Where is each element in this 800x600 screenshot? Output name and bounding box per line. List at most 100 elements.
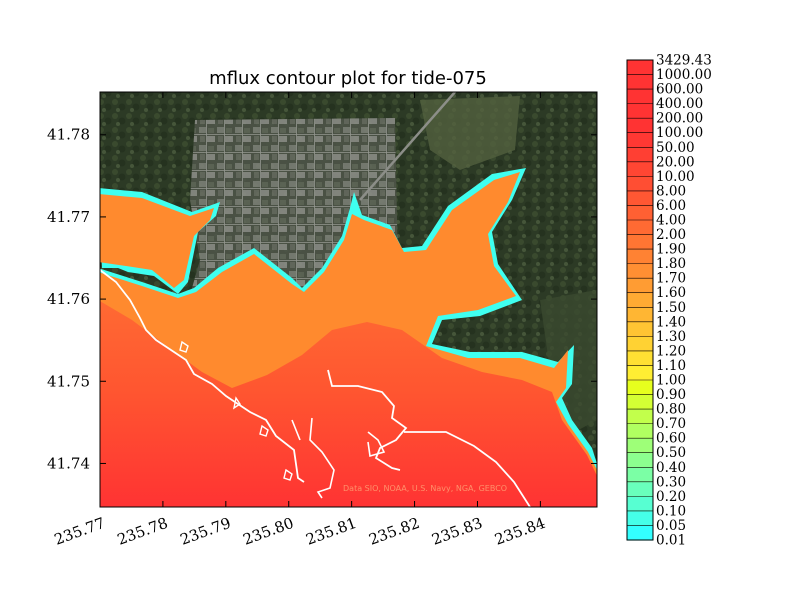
colorbar-segment	[627, 496, 653, 512]
satellite-clearing	[420, 96, 520, 170]
colorbar-label: 0.30	[656, 474, 686, 490]
colorbar-label: 0.60	[656, 431, 686, 447]
colorbar-segment	[627, 89, 653, 105]
colorbar-label: 100.00	[656, 125, 703, 141]
colorbar-label: 0.10	[656, 503, 686, 519]
offshore-contour	[404, 431, 531, 507]
colorbar-label: 1.50	[656, 300, 686, 316]
colorbar-segment	[627, 220, 653, 236]
colorbar-label: 0.20	[656, 489, 686, 505]
colorbar-segment	[627, 103, 653, 119]
y-tick-label: 41.78	[47, 126, 90, 144]
plot-area: Data SIO, NOAA, U.S. Navy, NGA, GEBCO	[100, 92, 597, 507]
colorbar-label: 400.00	[656, 96, 703, 112]
colorbar-label: 0.80	[656, 402, 686, 418]
y-tick-label: 41.77	[47, 208, 90, 226]
pier-contour	[291, 417, 335, 499]
colorbar-label: 1.00	[656, 373, 686, 389]
island-contour	[232, 396, 241, 410]
x-tick-label: 235.79	[178, 514, 233, 549]
flux-zone-orange	[100, 194, 214, 288]
colorbar-segment	[627, 249, 653, 265]
colorbar-segment	[627, 60, 653, 76]
y-axis: 41.74 41.75 41.76 41.77 41.78	[47, 126, 597, 472]
colorbar-segment	[627, 132, 653, 148]
colorbar-label: 1.20	[656, 343, 686, 359]
colorbar-label: 0.70	[656, 416, 686, 432]
colorbar-segment	[627, 278, 653, 294]
x-tick-label: 235.83	[429, 514, 484, 549]
flux-zone-red	[100, 301, 597, 507]
colorbar-label: 0.90	[656, 387, 686, 403]
colorbar-label: 1.30	[656, 329, 686, 345]
colorbar-segment	[627, 467, 653, 483]
colorbar-segment	[627, 190, 653, 207]
colorbar-segment	[627, 525, 653, 541]
colorbar-label: 1.90	[656, 242, 686, 258]
colorbar-label: 1.60	[656, 285, 686, 301]
y-tick-label: 41.74	[47, 454, 90, 472]
colorbar-label: 1.70	[656, 271, 686, 287]
colorbar-segment	[627, 307, 653, 323]
colorbar-label: 8.00	[656, 183, 686, 199]
x-tick-label: 235.82	[366, 514, 421, 549]
island-contour	[179, 340, 189, 353]
colorbar-segment	[627, 205, 653, 221]
colorbar-segment	[627, 380, 653, 396]
colorbar-segment	[627, 336, 653, 352]
colorbar-segment	[627, 409, 653, 425]
x-tick-label: 235.77	[52, 514, 107, 549]
colorbar-label: 3429.43	[656, 53, 712, 69]
colorbar-segment	[627, 481, 653, 497]
colorbar: 0.010.050.100.200.300.400.500.600.700.80…	[626, 53, 712, 549]
colorbar-label: 6.00	[656, 198, 686, 214]
colorbar-segment	[627, 423, 653, 439]
colorbar-label: 0.50	[656, 445, 686, 461]
colorbar-segment	[627, 292, 653, 308]
x-tick-label: 235.78	[115, 514, 170, 549]
x-tick-label: 235.80	[241, 514, 296, 549]
colorbar-label: 50.00	[656, 140, 695, 156]
colorbar-label: 0.40	[656, 460, 686, 476]
highway-line	[359, 92, 456, 201]
breakwater-contour	[327, 369, 408, 471]
colorbar-segment	[627, 118, 653, 134]
chart-title: mflux contour plot for tide-075	[209, 68, 487, 89]
colorbar-segment	[627, 234, 653, 250]
dock-contour	[367, 431, 386, 458]
colorbar-label: 1.10	[656, 358, 686, 374]
colorbar-segment	[627, 147, 653, 163]
colorbar-label: 200.00	[656, 111, 703, 127]
colorbar-label: 10.00	[656, 169, 695, 185]
colorbar-segment	[627, 263, 653, 279]
map-attribution: Data SIO, NOAA, U.S. Navy, NGA, GEBCO	[343, 484, 507, 493]
colorbar-segment	[627, 74, 653, 90]
colorbar-segment	[627, 438, 653, 454]
colorbar-label: 600.00	[656, 82, 703, 98]
colorbar-label: 0.01	[656, 533, 686, 549]
x-tick-label: 235.81	[304, 514, 359, 549]
shoreline-contour	[100, 269, 305, 483]
colorbar-segment	[627, 350, 653, 367]
colorbar-label: 1000.00	[656, 67, 712, 83]
colorbar-segment	[627, 510, 653, 527]
colorbar-segment	[627, 365, 653, 381]
colorbar-label: 1.40	[656, 314, 686, 330]
colorbar-segment	[627, 394, 653, 410]
colorbar-label: 20.00	[656, 154, 695, 170]
colorbar-label: 4.00	[656, 213, 686, 229]
colorbar-segment	[627, 176, 653, 192]
colorbar-segment	[627, 321, 653, 337]
water-flux-layer	[100, 168, 597, 507]
island-contour	[283, 468, 293, 481]
x-tick-label: 235.84	[492, 514, 547, 549]
y-tick-label: 41.75	[47, 372, 90, 390]
colorbar-label: 1.80	[656, 256, 686, 272]
colorbar-segment	[627, 161, 653, 177]
colorbar-label: 0.05	[656, 518, 686, 534]
y-tick-label: 41.76	[47, 290, 90, 308]
island-contour	[259, 424, 269, 437]
colorbar-label: 2.00	[656, 227, 686, 243]
colorbar-segment	[627, 452, 653, 468]
